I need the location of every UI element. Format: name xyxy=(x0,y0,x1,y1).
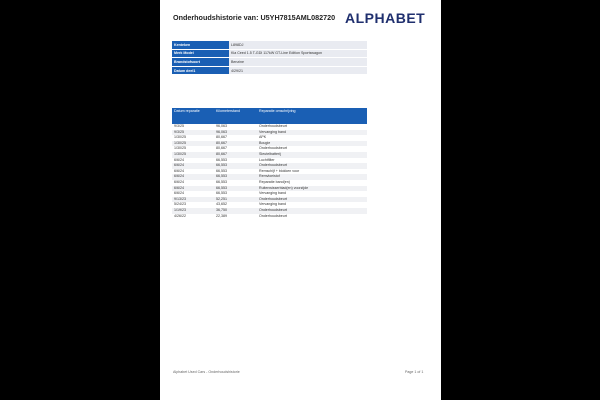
table-row: 9/13/23 52,251 Onderhoudsbeurt xyxy=(172,196,367,203)
table-cell: Vervanging band xyxy=(259,191,286,196)
info-value: L898DJ xyxy=(229,41,367,50)
table-cell: 66,553 xyxy=(214,174,257,180)
table-cell: Luchtfilter xyxy=(259,157,275,162)
table-cell: APK xyxy=(259,135,267,140)
table-row: 9/3/25 96,063 Vervanging band xyxy=(172,129,367,136)
table-cell: 52,251 xyxy=(214,196,257,203)
table-cell: Sleutelbatterij xyxy=(257,151,367,158)
table-row: 5/24/23 43,652 Vervanging band xyxy=(172,202,367,208)
table-row: 6/6/24 66,553 Reparatie band(en) xyxy=(172,180,367,186)
table-cell: 6/6/24 xyxy=(174,168,184,173)
table-cell: 66,553 xyxy=(216,168,227,173)
table-cell: Onderhoudsbeurt xyxy=(257,207,367,214)
table-row: 1/19/23 36,750 Onderhoudsbeurt xyxy=(172,207,367,214)
table-cell: 6/6/24 xyxy=(172,174,214,180)
info-row: Merk Model Kia Ceed 1.5 T-GDI 117kW GT-Li… xyxy=(172,49,367,59)
page-title: Onderhoudshistorie van: U5YH7815AML08272… xyxy=(173,13,336,22)
table-cell: 1/30/25 xyxy=(174,135,186,140)
info-label: Kenteken xyxy=(172,41,229,50)
table-row: 4/26/22 22,389 Onderhoudsbeurt xyxy=(172,214,367,220)
table-row: 6/6/24 66,553 Remvloeistof xyxy=(172,174,367,180)
table-row: 1/30/25 80,667 Bougie xyxy=(172,140,367,147)
table-cell: Remvloeistof xyxy=(257,174,367,180)
table-cell: 66,553 xyxy=(214,185,257,192)
table-row: 6/6/24 66,553 Luchtfilter xyxy=(172,158,367,164)
info-row: Kenteken L898DJ xyxy=(172,41,367,50)
table-cell: 6/6/24 xyxy=(172,163,214,169)
table-cell: 1/30/25 xyxy=(174,146,186,151)
table-cell: 66,553 xyxy=(214,163,257,169)
table-cell: Ruitenwisserblad(en) voorzijde xyxy=(257,185,367,192)
table-row: 6/6/24 66,553 Ruitenwisserblad(en) voorzij… xyxy=(172,185,367,192)
repair-history-table: Datum reparatie Kilometerstand Reparatie o… xyxy=(172,108,367,219)
table-row: 9/3/25 96,063 Onderhoudsbeurt xyxy=(172,124,367,130)
table-cell: 66,553 xyxy=(216,179,227,184)
document-page: Onderhoudshistorie van: U5YH7815AML08272… xyxy=(160,0,441,400)
table-cell: 80,667 xyxy=(216,135,227,140)
table-cell: Onderhoudsbeurt xyxy=(259,213,287,218)
table-cell: 1/19/23 xyxy=(172,207,214,214)
table-cell: Onderhoudsbeurt xyxy=(257,163,367,169)
footer-text: Alphabet Used Cars - Onderhoudshistorie xyxy=(173,370,240,374)
table-cell: Onderhoudsbeurt xyxy=(257,196,367,203)
table-row: 6/6/24 66,553 Vervanging band xyxy=(172,191,367,197)
table-cell: Vervanging band xyxy=(259,202,286,207)
table-cell: 9/3/25 xyxy=(172,129,214,136)
info-row: Datum deel1 4/29/21 xyxy=(172,66,367,76)
table-cell: 36,750 xyxy=(214,207,257,214)
alphabet-logo: ALPHABET xyxy=(345,10,426,26)
column-header: Datum reparatie xyxy=(172,108,214,124)
table-cell: 96,063 xyxy=(214,129,257,136)
table-cell: 5/24/23 xyxy=(174,202,186,207)
info-value: 4/29/21 xyxy=(229,66,367,76)
info-label: Datum deel1 xyxy=(172,66,229,76)
info-label: Brandstofsoort xyxy=(172,57,229,67)
table-cell: 1/30/25 xyxy=(172,151,214,158)
table-cell: Reparatie band(en) xyxy=(259,179,290,184)
info-label: Merk Model xyxy=(172,49,229,59)
table-cell: 6/6/24 xyxy=(174,157,184,162)
table-cell: 22,389 xyxy=(216,213,227,218)
table-cell: 80,667 xyxy=(214,140,257,147)
table-cell: 9/3/25 xyxy=(174,124,184,128)
table-cell: 80,667 xyxy=(214,151,257,158)
page-number: Page 1 of 1 xyxy=(405,370,424,374)
table-cell: Onderhoudsbeurt xyxy=(259,124,287,128)
table-cell: 6/6/24 xyxy=(174,179,184,184)
table-cell: Vervanging band xyxy=(257,129,367,136)
table-cell: Bougie xyxy=(257,140,367,147)
table-cell: 4/26/22 xyxy=(174,213,186,218)
table-cell: 43,652 xyxy=(216,202,227,207)
table-cell: Onderhoudsbeurt xyxy=(259,146,287,151)
table-cell: 6/6/24 xyxy=(172,185,214,192)
column-header: Kilometerstand xyxy=(214,108,257,124)
table-row: 1/30/25 80,667 Onderhoudsbeurt xyxy=(172,146,367,152)
table-cell: 66,553 xyxy=(216,191,227,196)
info-value: Benzine xyxy=(229,57,367,67)
table-cell: 80,667 xyxy=(216,146,227,151)
info-row: Brandstofsoort Benzine xyxy=(172,57,367,67)
table-cell: 66,553 xyxy=(216,157,227,162)
table-cell: Remschijf + blokken voor xyxy=(259,168,300,173)
table-row: 1/30/25 80,667 Sleutelbatterij xyxy=(172,151,367,158)
table-row: 6/6/24 66,553 Onderhoudsbeurt xyxy=(172,163,367,169)
table-cell: 96,063 xyxy=(216,124,227,128)
table-row: 6/6/24 66,553 Remschijf + blokken voor xyxy=(172,169,367,175)
vehicle-info-table: Kenteken L898DJ Merk Model Kia Ceed 1.5 T-G… xyxy=(172,41,367,76)
table-row: 1/30/25 80,667 APK xyxy=(172,135,367,141)
table-cell: 9/13/23 xyxy=(172,196,214,203)
column-header: Reparatie omschrijving xyxy=(257,108,367,124)
info-value: Kia Ceed 1.5 T-GDI 117kW GT-Line Edition… xyxy=(229,49,367,59)
table-cell: 6/6/24 xyxy=(174,191,184,196)
table-cell: 1/30/25 xyxy=(172,140,214,147)
